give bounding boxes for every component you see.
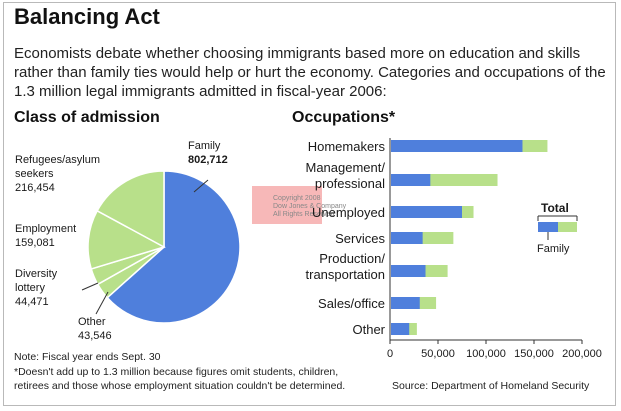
bar-legend: Total Family bbox=[537, 201, 578, 255]
x-tick-label: 150,000 bbox=[514, 348, 554, 360]
legend-total-label: Total bbox=[541, 201, 569, 215]
x-tick-label: 200,000 bbox=[562, 348, 602, 360]
pie-value-diversity: 44,471 bbox=[15, 296, 49, 308]
watermark-line-1: Copyright 2008 bbox=[273, 195, 321, 202]
legend-family-swatch bbox=[538, 222, 558, 232]
pie-value-employment: 159,081 bbox=[15, 237, 55, 249]
other-leader-line bbox=[95, 291, 109, 315]
legend-family-label: Family bbox=[537, 243, 570, 255]
bar-family bbox=[391, 206, 462, 218]
watermark-line-3: All Rights Reserved bbox=[273, 211, 335, 218]
x-tick-label: 0 bbox=[387, 348, 393, 360]
bar-category-label: Other bbox=[352, 322, 385, 337]
x-tick-label: 100,000 bbox=[466, 348, 506, 360]
family-leader-line bbox=[193, 179, 209, 193]
bar-family bbox=[391, 265, 426, 277]
diversity-leader-line bbox=[81, 282, 99, 291]
bar-section-title: Occupations* bbox=[292, 109, 396, 126]
graphic-frame bbox=[3, 2, 616, 406]
pie-label-refugees-line1: Refugees/asylum bbox=[15, 154, 100, 166]
pie-chart bbox=[87, 170, 241, 324]
pie-label-diversity-line1: Diversity bbox=[15, 268, 58, 280]
pie-label-diversity-line2: lottery bbox=[15, 282, 45, 294]
footnote-asterisk-line2: retirees and those whose employment situ… bbox=[14, 380, 346, 392]
page-title: Balancing Act bbox=[14, 4, 160, 29]
bar-category-label: professional bbox=[315, 176, 385, 191]
bar-category-label: Homemakers bbox=[308, 139, 386, 154]
pie-slice-refugees-asylum-seekers bbox=[96, 170, 165, 249]
bar-category-label: Sales/office bbox=[318, 296, 385, 311]
pie-label-family: Family bbox=[188, 140, 221, 152]
pie-section-title: Class of admission bbox=[14, 109, 160, 126]
bar-family bbox=[391, 323, 410, 335]
bar-category-label: Management/ bbox=[306, 160, 386, 175]
watermark-box bbox=[252, 186, 322, 224]
pie-value-refugees: 216,454 bbox=[15, 182, 55, 194]
watermark-line-2: Dow Jones & Company bbox=[273, 203, 347, 210]
pie-label-refugees-line2: seekers bbox=[15, 168, 54, 180]
bar-family bbox=[391, 174, 431, 186]
bar-family bbox=[391, 140, 523, 152]
pie-label-employment: Employment bbox=[15, 223, 76, 235]
intro-text: Economists debate whether choosing immig… bbox=[14, 45, 606, 100]
bar-category-label: Production/ bbox=[319, 251, 385, 266]
footnote-asterisk-line1: *Doesn't add up to 1.3 million because f… bbox=[14, 366, 339, 378]
pie-value-family: 802,712 bbox=[188, 154, 228, 166]
pie-label-other: Other bbox=[78, 316, 106, 328]
pie-slice-family bbox=[106, 170, 241, 324]
bar-category-label: Services bbox=[335, 231, 385, 246]
source-note: Source: Department of Homeland Security bbox=[392, 380, 590, 392]
occupations-bar-chart: 0 50,000 100,000 150,000 200,000 Homemakers Ma… bbox=[306, 138, 602, 360]
pie-slice-employment bbox=[87, 209, 166, 270]
footnote-fiscal-year: Note: Fiscal year ends Sept. 30 bbox=[14, 351, 161, 363]
x-tick-label: 50,000 bbox=[421, 348, 455, 360]
pie-value-other: 43,546 bbox=[78, 330, 112, 342]
bar-family bbox=[391, 232, 423, 244]
watermark: Copyright 2008 Dow Jones & Company All R… bbox=[252, 186, 347, 224]
bar-category-label: transportation bbox=[306, 267, 386, 282]
bar-family bbox=[391, 297, 420, 309]
bar-category-label: Unemployed bbox=[312, 205, 385, 220]
